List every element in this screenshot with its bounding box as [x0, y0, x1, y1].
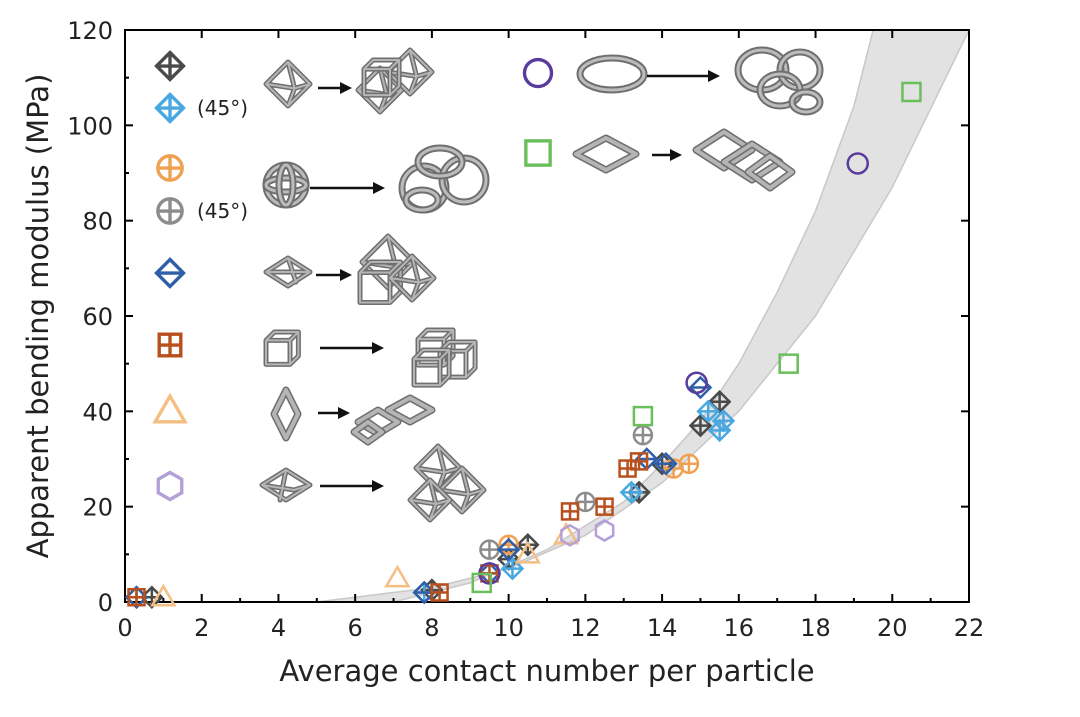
- data-points: [124, 81, 922, 610]
- data-point-square-cross: [430, 583, 449, 602]
- axis-ticks: 0 2 4 6 8 10 12 14 16 18 20 22 0 20 40 60 80 100 120: [67, 17, 984, 642]
- data-point-diamond-bar: [654, 451, 678, 476]
- legend-marker: [522, 57, 554, 89]
- y-tick-label: 0: [98, 589, 113, 617]
- data-point-octahedron-cross: [688, 413, 713, 438]
- arrow-6-head: [372, 480, 384, 492]
- x-tick-label: 2: [194, 614, 209, 642]
- data-point-circle-cross: [479, 539, 500, 560]
- y-tick-label: 120: [67, 17, 113, 45]
- arrow-2-head: [373, 182, 385, 194]
- arrow-4-head: [372, 342, 384, 354]
- legend-diamond-bar-icon: [154, 257, 186, 289]
- plate-icon: [572, 134, 640, 174]
- legend-marker: [524, 139, 552, 167]
- data-point-hexagon: [594, 519, 615, 542]
- x-tick-label: 18: [800, 614, 831, 642]
- legend-square-icon: [524, 139, 552, 167]
- data-point-diamond-bar: [496, 537, 521, 562]
- legend-square-cross-icon: [157, 332, 183, 358]
- legend-marker: [154, 92, 186, 124]
- legend-octahedron-cross-icon: [154, 92, 186, 124]
- x-axis-label: Average contact number per particle: [279, 654, 814, 688]
- data-point-square-cross: [629, 452, 649, 471]
- legend-triangle-icon: [152, 392, 188, 424]
- bicone-cluster-icon: [413, 443, 463, 493]
- arrow-8-head: [670, 149, 682, 161]
- data-point-octahedron-cross: [707, 418, 732, 443]
- data-point-octahedron-cross: [619, 480, 644, 505]
- legend-circle-icon: [522, 57, 554, 89]
- y-tick-label: 40: [82, 398, 113, 426]
- y-tick-label: 20: [82, 494, 113, 522]
- x-tick-label: 8: [424, 614, 439, 642]
- data-point-circle-cross: [632, 424, 654, 446]
- data-point-octahedron-cross: [696, 399, 720, 424]
- data-point-hexagon: [560, 523, 580, 547]
- legend-marker: [154, 50, 186, 82]
- confidence-band: [316, 30, 969, 602]
- x-tick-label: 0: [117, 614, 132, 642]
- particle-illustrations: [259, 46, 824, 523]
- data-point-circle-cross: [678, 453, 700, 475]
- data-point-square: [632, 405, 654, 427]
- legend-marker: [152, 392, 188, 424]
- arrow-7-head: [708, 70, 720, 82]
- data-point-octahedron-cross: [707, 390, 732, 414]
- x-tick-label: 22: [954, 614, 985, 642]
- octahedron-icon: [263, 59, 313, 109]
- data-point-triangle: [384, 564, 411, 588]
- data-point-square-cross: [595, 497, 614, 516]
- legend-octahedron-cross-icon: [154, 50, 186, 82]
- x-tick-label: 6: [348, 614, 363, 642]
- data-point-square-cross: [127, 587, 146, 607]
- data-point-square: [778, 353, 799, 374]
- legend-marker: [156, 470, 184, 502]
- data-point-triangle: [514, 540, 541, 564]
- legend-note: (45°): [197, 199, 248, 223]
- data-point-triangle: [150, 583, 177, 607]
- x-tick-label: 14: [647, 614, 678, 642]
- y-axis-label: Apparent bending modulus (MPa): [21, 74, 55, 559]
- legend: (45°) (45°): [152, 50, 554, 502]
- data-point-circle: [685, 371, 708, 394]
- legend-marker: [154, 257, 186, 289]
- data-point-square: [901, 81, 922, 103]
- x-tick-label: 16: [724, 614, 755, 642]
- legend-marker: [156, 154, 184, 182]
- y-tick-label: 80: [82, 208, 113, 236]
- legend-circle-cross-icon: [156, 197, 184, 225]
- plot-frame: [124, 29, 970, 603]
- x-tick-label: 4: [271, 614, 286, 642]
- x-tick-label: 12: [570, 614, 601, 642]
- band-area: [316, 30, 969, 602]
- data-point-circle-cross: [575, 491, 596, 513]
- x-tick-label: 20: [877, 614, 908, 642]
- x-tick-label: 10: [493, 614, 524, 642]
- data-point-square-cross: [560, 502, 580, 521]
- data-point-octahedron-cross: [500, 556, 525, 581]
- rhombus-icon: [270, 386, 302, 442]
- legend-hexagon-icon: [156, 470, 184, 502]
- data-point-circle: [846, 152, 869, 175]
- legend-circle-cross-icon: [156, 154, 184, 182]
- arrow-3-head: [340, 269, 352, 281]
- y-tick-label: 60: [82, 303, 113, 331]
- legend-marker: [157, 332, 183, 358]
- data-point-square: [471, 572, 493, 594]
- arrow-5-head: [338, 407, 350, 419]
- legend-note: (45°): [197, 96, 248, 120]
- y-tick-label: 100: [67, 112, 113, 140]
- arrow-1-head: [340, 82, 352, 94]
- legend-marker: [156, 197, 184, 225]
